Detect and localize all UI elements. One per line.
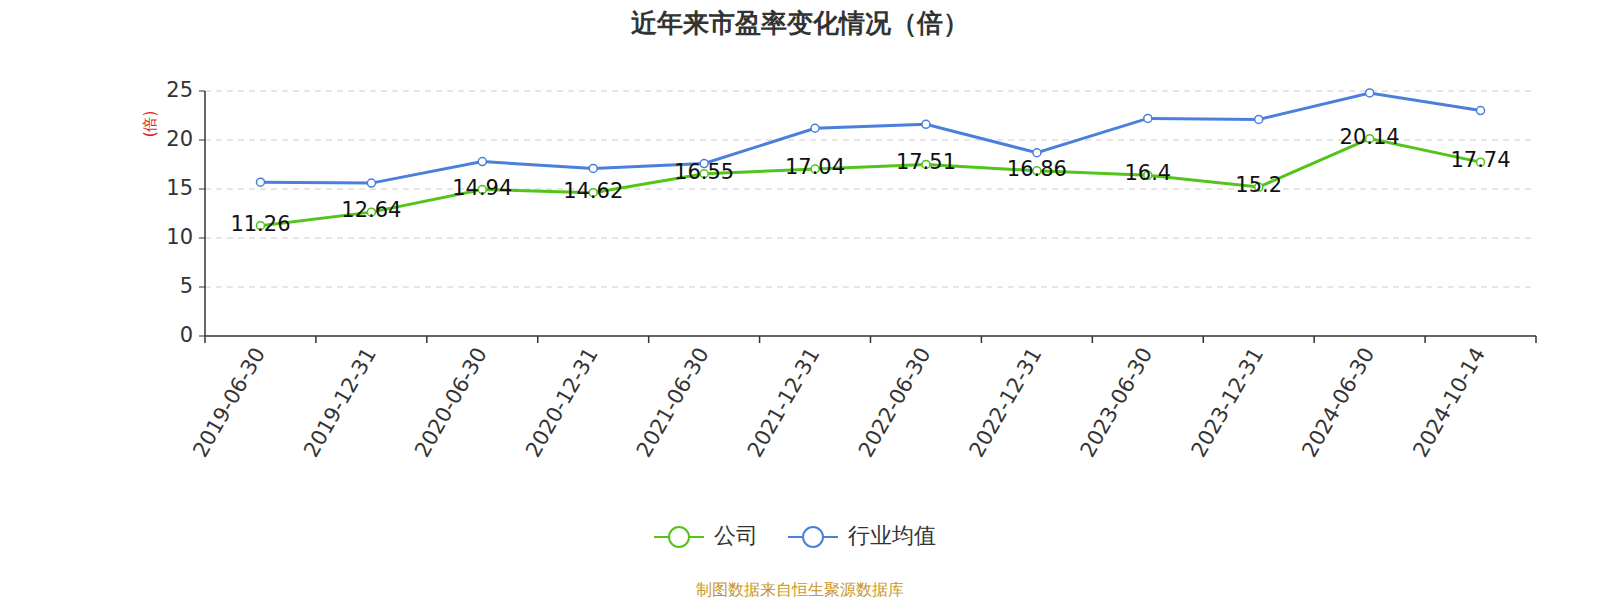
source-note: 制图数据来自恒生聚源数据库 bbox=[696, 580, 904, 599]
title: 近年来市盈率变化情况（倍） bbox=[631, 8, 969, 38]
x-tick bbox=[1535, 336, 1537, 343]
grid-line bbox=[205, 91, 1536, 92]
x-tick-label: 2019-12-31 bbox=[299, 344, 381, 462]
data-label: 17.51 bbox=[896, 150, 956, 174]
y-tick bbox=[199, 91, 205, 92]
legend: 公司 行业均值 bbox=[654, 523, 936, 548]
y-tick-label: 25 bbox=[166, 78, 193, 102]
series-line bbox=[260, 139, 1480, 226]
data-label: 17.04 bbox=[785, 155, 845, 179]
series-marker bbox=[811, 124, 819, 132]
series-marker bbox=[1366, 89, 1374, 97]
series-marker bbox=[1144, 114, 1152, 122]
x-tick bbox=[648, 336, 650, 343]
data-label: 16.86 bbox=[1007, 157, 1067, 181]
x-tick-label: 2021-06-30 bbox=[632, 344, 714, 462]
x-tick-label: 2021-12-31 bbox=[743, 344, 825, 462]
x-tick bbox=[537, 336, 539, 343]
grid-line bbox=[205, 287, 1536, 288]
x-tick bbox=[204, 336, 206, 343]
series-marker bbox=[478, 158, 486, 166]
data-label: 14.62 bbox=[563, 179, 623, 203]
y-tick bbox=[199, 238, 205, 239]
series-marker bbox=[256, 178, 264, 186]
series-marker bbox=[1033, 149, 1041, 157]
legend-key bbox=[669, 527, 689, 547]
x-tick bbox=[426, 336, 428, 343]
data-label: 20.14 bbox=[1340, 125, 1400, 149]
data-label: 11.26 bbox=[230, 212, 290, 236]
x-tick bbox=[870, 336, 872, 343]
x-tick-label: 2023-12-31 bbox=[1186, 344, 1268, 462]
series-marker bbox=[367, 179, 375, 187]
y-tick bbox=[199, 140, 205, 141]
legend-label: 公司 bbox=[714, 523, 758, 548]
chart: 近年来市盈率变化情况（倍） (倍) 0 5 10 15 20 25 2019-06-30 2019… bbox=[0, 0, 1600, 600]
series-marker bbox=[1255, 115, 1263, 123]
plot-area bbox=[256, 89, 1484, 230]
series-marker bbox=[1477, 107, 1485, 115]
grid-line bbox=[205, 189, 1536, 190]
legend-key bbox=[803, 527, 823, 547]
grid-line bbox=[205, 238, 1536, 239]
y-tick-label: 15 bbox=[166, 176, 193, 200]
x-tick bbox=[1424, 336, 1426, 343]
y-tick bbox=[199, 287, 205, 288]
y-tick bbox=[199, 189, 205, 190]
y-axis bbox=[204, 91, 206, 336]
x-tick-label: 2024-10-14 bbox=[1408, 344, 1490, 462]
x-tick-label: 2022-06-30 bbox=[854, 344, 936, 462]
x-tick bbox=[981, 336, 983, 343]
data-label: 17.74 bbox=[1450, 148, 1510, 172]
x-tick bbox=[1203, 336, 1205, 343]
y-tick-label: 20 bbox=[166, 127, 193, 151]
x-tick-label: 2024-06-30 bbox=[1297, 344, 1379, 462]
y-tick bbox=[199, 336, 205, 337]
y-axis-label: (倍) bbox=[141, 111, 159, 138]
x-tick bbox=[315, 336, 317, 343]
data-label: 16.4 bbox=[1124, 161, 1171, 185]
data-label: 15.2 bbox=[1235, 173, 1282, 197]
x-tick-label: 2020-06-30 bbox=[410, 344, 492, 462]
grid-line bbox=[205, 140, 1536, 141]
data-label: 14.94 bbox=[452, 176, 512, 200]
x-tick-label: 2019-06-30 bbox=[188, 344, 270, 462]
y-tick-label: 0 bbox=[180, 323, 193, 347]
y-tick-label: 5 bbox=[180, 274, 193, 298]
x-tick bbox=[1313, 336, 1315, 343]
x-tick bbox=[1092, 336, 1094, 343]
data-label: 12.64 bbox=[341, 198, 401, 222]
series-marker bbox=[922, 120, 930, 128]
y-tick-label: 10 bbox=[166, 225, 193, 249]
x-tick-label: 2020-12-31 bbox=[521, 344, 603, 462]
x-tick-label: 2023-06-30 bbox=[1076, 344, 1158, 462]
data-labels: 11.26 12.64 14.94 14.62 16.55 17.04 17.51 16.86… bbox=[230, 125, 1510, 236]
series-marker bbox=[589, 164, 597, 172]
x-tick-label: 2022-12-31 bbox=[965, 344, 1047, 462]
x-tick bbox=[759, 336, 761, 343]
legend-label: 行业均值 bbox=[848, 523, 936, 548]
data-label: 16.55 bbox=[674, 160, 734, 184]
